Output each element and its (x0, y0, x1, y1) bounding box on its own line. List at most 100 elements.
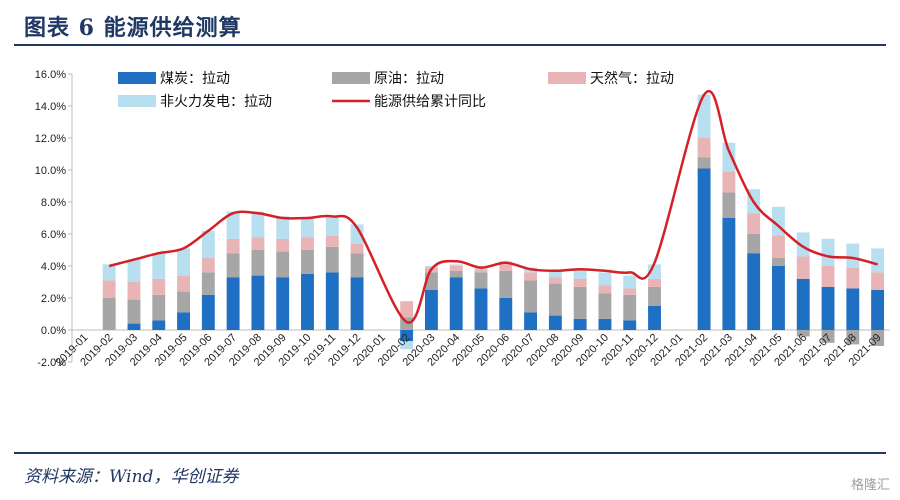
bar-segment-gas (226, 238, 240, 254)
bar-segment-oil (102, 298, 116, 330)
bar-segment-gas (697, 138, 711, 158)
bar-segment-gas (796, 256, 810, 279)
bar-segment-oil (276, 251, 290, 278)
bar-segment-nonthermal (152, 253, 166, 279)
y-tick-label: -2.0% (37, 357, 66, 369)
bar-segment-coal (276, 277, 290, 330)
y-tick-label: 4.0% (41, 261, 66, 273)
bar-segment-oil (499, 270, 513, 298)
bar-segment-gas (400, 301, 414, 318)
legend-oil-label: 原油：拉动 (374, 71, 444, 87)
bar-segment-nonthermal (400, 341, 414, 350)
bar-segment-coal (697, 168, 711, 330)
bar-segment-coal (474, 288, 488, 330)
bar-segment-nonthermal (177, 248, 190, 276)
y-tick-label: 8.0% (41, 197, 66, 209)
bar-segment-gas (623, 288, 637, 295)
bar-segment-nonthermal (548, 270, 562, 278)
bar-segment-oil (226, 253, 240, 278)
bar-segment-nonthermal (871, 248, 885, 273)
bar-segment-coal (524, 312, 538, 330)
bar-segment-nonthermal (722, 142, 736, 172)
bar-segment-gas (573, 278, 587, 287)
bar-segment-oil (722, 192, 736, 218)
bar-segment-coal (871, 290, 885, 330)
bar-segment-oil (697, 157, 711, 169)
bar-segment-gas (598, 285, 612, 294)
bar-segment-nonthermal (325, 216, 339, 236)
bar-segment-coal (424, 290, 438, 330)
bar-segment-gas (127, 282, 141, 300)
watermark-logo: 格隆汇 (850, 478, 890, 493)
bar-segment-nonthermal (251, 211, 265, 238)
bar-segment-gas (772, 235, 785, 258)
bar-segment-oil (747, 234, 761, 254)
bar-segment-coal (350, 277, 364, 330)
bar-segment-gas (177, 275, 190, 292)
legend-oil-swatch (332, 72, 370, 84)
bar-segment-nonthermal (350, 224, 364, 244)
bar-segment-nonthermal (127, 259, 141, 282)
bar-segment-oil (871, 330, 885, 346)
legend-supply-yoy-label: 能源供给累计同比 (374, 94, 486, 110)
energy-supply-chart: -2.0% 0.0% 2.0% 4.0% 6.0% 8.0% 10.0% 12.0% 14.0%… (35, 69, 890, 369)
bar-segment-coal (846, 288, 860, 330)
bar-segment-oil (548, 283, 562, 316)
bar-segment-gas (846, 267, 860, 289)
bar-segment-gas (102, 280, 116, 298)
bar-segment-oil (524, 280, 538, 313)
bar-segment-gas (499, 264, 513, 271)
report-header: 图表 6 能源供给测算 (0, 0, 900, 48)
bar-segment-nonthermal (821, 238, 835, 266)
legend-nonthermal-label: 非火力发电：拉动 (160, 94, 272, 110)
y-tick-label: 0.0% (41, 325, 66, 337)
bar-segment-nonthermal (846, 243, 860, 268)
bar-segment-coal (772, 266, 785, 330)
bar-segment-oil (127, 299, 141, 324)
bar-segment-oil (449, 270, 463, 278)
bar-segment-nonthermal (623, 275, 637, 289)
bar-segment-gas (548, 277, 562, 284)
bar-segment-nonthermal (449, 264, 463, 266)
bar-segment-coal (152, 320, 166, 330)
bar-segment-coal (201, 294, 215, 330)
bar-segment-gas (871, 272, 885, 290)
bar-segment-oil (152, 294, 166, 321)
bar-segment-oil (821, 330, 835, 343)
y-tick-label: 12.0% (35, 133, 66, 145)
bar-segment-gas (474, 269, 488, 273)
bar-segment-coal (301, 274, 314, 330)
bar-segment-gas (350, 243, 364, 254)
bar-segment-oil (598, 293, 612, 319)
figure-title: 图表 6 能源供给测算 (24, 15, 242, 41)
bar-segment-oil (251, 250, 265, 276)
bar-segment-coal (251, 275, 265, 330)
y-tick-label: 2.0% (41, 293, 66, 305)
supply-yoy-line (108, 90, 878, 324)
legend-nonthermal-swatch (118, 95, 156, 107)
legend-coal-label: 煤炭：拉动 (160, 71, 230, 87)
bar-segment-nonthermal (598, 272, 612, 286)
bar-segment-oil (474, 272, 488, 289)
bar-segment-nonthermal (276, 216, 290, 239)
bar-segment-gas (648, 278, 661, 287)
bar-segment-oil (201, 272, 215, 295)
bar-segment-nonthermal (301, 218, 314, 238)
bar-segment-coal (127, 323, 141, 330)
bar-segment-coal (598, 318, 612, 330)
bar-segment-nonthermal (102, 264, 116, 281)
bar-segment-gas (276, 238, 290, 252)
bar-segment-oil (350, 253, 364, 278)
bar-segment-nonthermal (697, 94, 711, 138)
bar-segment-coal (747, 253, 761, 330)
bar-segment-gas (821, 266, 835, 287)
bar-segment-oil (846, 330, 860, 345)
legend-gas-swatch (548, 72, 586, 84)
bar-segment-gas (152, 278, 166, 295)
y-tick-label: 16.0% (35, 69, 66, 81)
bar-segment-oil (325, 246, 339, 273)
bar-segment-oil (772, 258, 785, 266)
bar-segment-oil (177, 291, 190, 313)
bar-segment-nonthermal (573, 269, 587, 279)
bar-segment-nonthermal (226, 211, 240, 239)
